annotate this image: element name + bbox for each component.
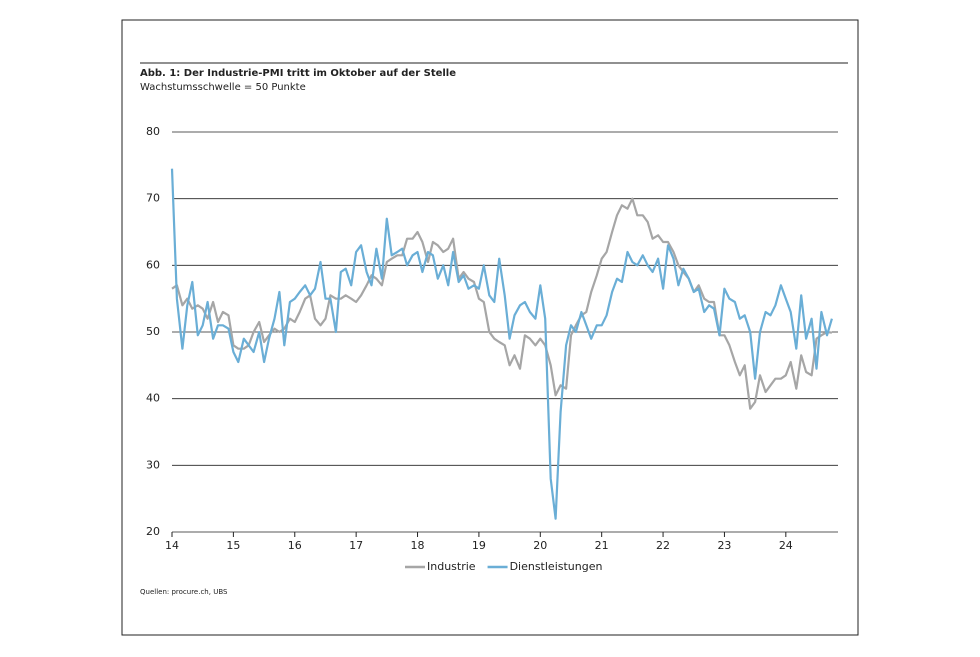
x-tick-label: 22 <box>656 539 670 552</box>
y-tick-label: 70 <box>146 192 160 205</box>
x-tick-label: 15 <box>226 539 240 552</box>
series-line <box>171 197 833 410</box>
x-tick-label: 18 <box>411 539 425 552</box>
x-tick-label: 14 <box>165 539 179 552</box>
x-tick-label: 16 <box>288 539 302 552</box>
frame <box>121 19 859 636</box>
y-tick-label: 20 <box>146 525 160 538</box>
legend-label: Industrie <box>427 560 476 573</box>
x-tick-label: 23 <box>717 539 731 552</box>
chart-title: Abb. 1: Der Industrie-PMI tritt im Oktob… <box>140 68 456 79</box>
y-tick-label: 30 <box>146 458 160 471</box>
x-tick-label: 21 <box>595 539 609 552</box>
x-tick-label: 19 <box>472 539 486 552</box>
legend-label: Dienstleistungen <box>510 560 603 573</box>
y-tick-label: 60 <box>146 258 160 271</box>
x-tick-label: 20 <box>533 539 547 552</box>
y-tick-label: 80 <box>146 125 160 138</box>
chart-subtitle: Wachstumsschwelle = 50 Punkte <box>140 82 306 93</box>
x-tick-label: 17 <box>349 539 363 552</box>
series-line <box>170 168 833 520</box>
source: Quellen: procure.ch, UBS <box>140 588 228 596</box>
x-tick-label: 24 <box>779 539 793 552</box>
y-tick-label: 40 <box>146 392 160 405</box>
y-tick-label: 50 <box>146 325 160 338</box>
